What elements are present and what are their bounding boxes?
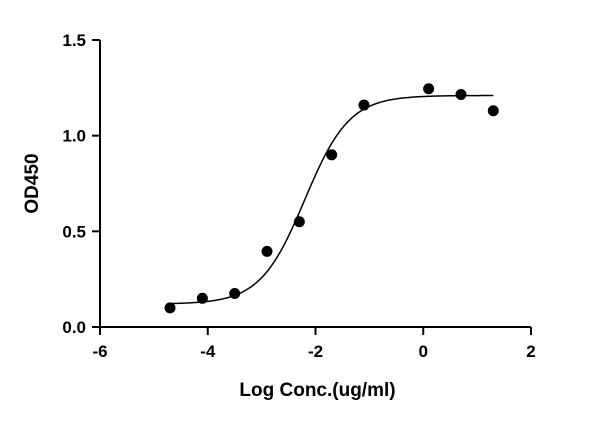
- y-tick-label: 0.0: [62, 318, 86, 337]
- x-tick-label: -6: [92, 342, 107, 361]
- y-tick-label: 1.0: [62, 127, 86, 146]
- axes: [99, 40, 531, 328]
- data-point: [196, 292, 208, 304]
- x-tick-label: 0: [419, 342, 428, 361]
- x-tick-label: 2: [526, 342, 535, 361]
- data-point: [229, 288, 241, 300]
- data-point: [293, 216, 305, 228]
- y-axis-title: OD450: [22, 153, 43, 213]
- y-axis-ticks: 0.0 0.5 1.0 1.5: [62, 31, 100, 337]
- y-tick-label: 0.5: [62, 222, 86, 241]
- data-point: [326, 149, 338, 161]
- data-point: [487, 105, 499, 117]
- x-tick-label: -4: [200, 342, 216, 361]
- data-points: [164, 83, 499, 314]
- y-tick-label: 1.5: [62, 31, 86, 50]
- x-axis-ticks: -6 -4 -2 0 2: [92, 327, 536, 361]
- data-point: [423, 83, 435, 95]
- x-axis-title: Log Conc.(ug/ml): [239, 380, 395, 401]
- data-point: [455, 89, 467, 101]
- data-point: [261, 245, 273, 257]
- data-point: [164, 302, 176, 314]
- data-point: [358, 99, 370, 111]
- fit-curve: [170, 94, 494, 305]
- x-tick-label: -2: [308, 342, 323, 361]
